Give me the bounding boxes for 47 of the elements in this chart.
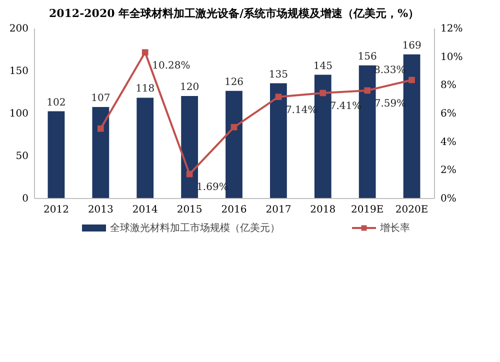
- data-label: 169: [402, 40, 422, 52]
- y-tick-label: 0: [22, 194, 28, 204]
- bar: [48, 111, 65, 198]
- point: [142, 49, 148, 56]
- data-label: 126: [224, 76, 244, 88]
- x-tick-label: 2020E: [395, 204, 428, 216]
- legend-label: 增长率: [379, 222, 410, 234]
- data-label: 156: [358, 51, 377, 62]
- y2-tick-label: 6%: [440, 108, 456, 120]
- bar: [92, 107, 110, 198]
- bar: [270, 83, 287, 198]
- point: [275, 94, 282, 100]
- chart-title: 2012-2020 年全球材料加工激光设备/系统市场规模及增速（亿美元，%）: [48, 7, 420, 20]
- point: [186, 170, 193, 178]
- y2-tick-label: 4%: [440, 136, 456, 148]
- x-tick-label: 2017: [266, 204, 292, 216]
- y-tick-label: 100: [9, 108, 28, 120]
- y-tick-label: 50: [16, 151, 28, 162]
- y2-tick-label: 2%: [440, 165, 456, 176]
- data-label: 10.28%: [152, 60, 190, 72]
- data-label: 107: [91, 93, 110, 104]
- x-tick-label: 2012: [43, 204, 69, 216]
- y2-tick-label: 10%: [440, 52, 463, 63]
- point: [320, 90, 326, 96]
- x-tick-label: 2018: [310, 204, 336, 216]
- point: [230, 124, 238, 130]
- point: [408, 76, 415, 84]
- data-label: 135: [268, 69, 288, 80]
- data-label: 145: [313, 60, 332, 72]
- y2-tick-label: 0%: [440, 194, 456, 204]
- x-tick-label: 2015: [176, 204, 202, 216]
- x-tick-label: 2016: [221, 204, 247, 216]
- bar: [136, 98, 154, 198]
- x-tick-label: 2013: [88, 204, 114, 216]
- y2-tick-label: 8%: [440, 80, 456, 92]
- point: [98, 125, 104, 132]
- x-tick-label: 2019E: [350, 204, 384, 216]
- data-label: 120: [180, 82, 200, 93]
- point: [364, 87, 370, 94]
- y2-tick-label: 12%: [440, 24, 463, 34]
- legend-label: 全球激光材料加工市场规模（亿美元）: [110, 222, 280, 234]
- bar: [181, 96, 198, 198]
- data-label: 118: [136, 84, 155, 95]
- y-tick-label: 150: [9, 66, 28, 77]
- x-tick-label: 2014: [132, 204, 158, 216]
- data-label: 102: [46, 97, 66, 108]
- y-tick-label: 200: [9, 24, 28, 34]
